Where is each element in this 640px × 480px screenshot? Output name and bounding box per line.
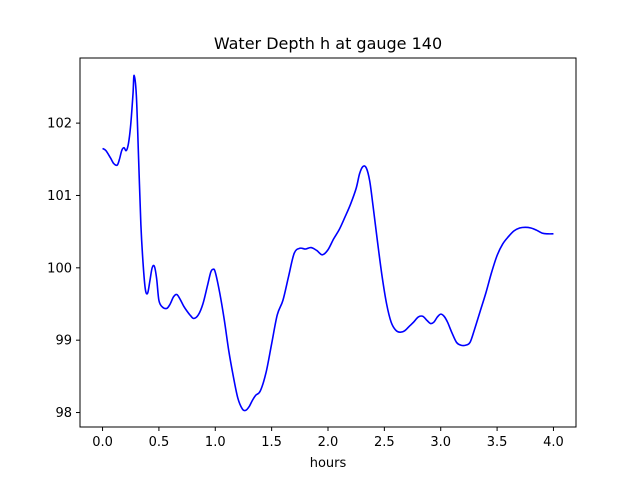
y-tick-label: 101 — [47, 189, 72, 204]
x-tick-label: 2.5 — [374, 435, 395, 450]
y-tick-label: 102 — [47, 117, 72, 132]
x-axis: 0.0 0.5 1.0 1.5 2.0 2.5 3.0 3.5 4.0 — [92, 427, 564, 450]
plot-area — [102, 74, 554, 412]
y-tick-label: 100 — [47, 261, 72, 276]
x-tick-label: 0.5 — [149, 435, 170, 450]
x-tick-label: 1.5 — [261, 435, 282, 450]
y-tick-label: 99 — [55, 334, 72, 349]
x-tick-label: 4.0 — [543, 435, 564, 450]
x-tick-label: 2.0 — [318, 435, 339, 450]
x-axis-label: hours — [310, 456, 347, 471]
x-tick-label: 0.0 — [92, 435, 113, 450]
x-tick-label: 3.5 — [487, 435, 508, 450]
x-tick-label: 3.0 — [430, 435, 451, 450]
chart-title: Water Depth h at gauge 140 — [214, 34, 442, 53]
series-line-0 — [102, 74, 554, 412]
y-axis: 98 99 100 101 102 — [47, 117, 80, 421]
y-tick-label: 98 — [55, 406, 72, 421]
x-tick-label: 1.0 — [205, 435, 226, 450]
